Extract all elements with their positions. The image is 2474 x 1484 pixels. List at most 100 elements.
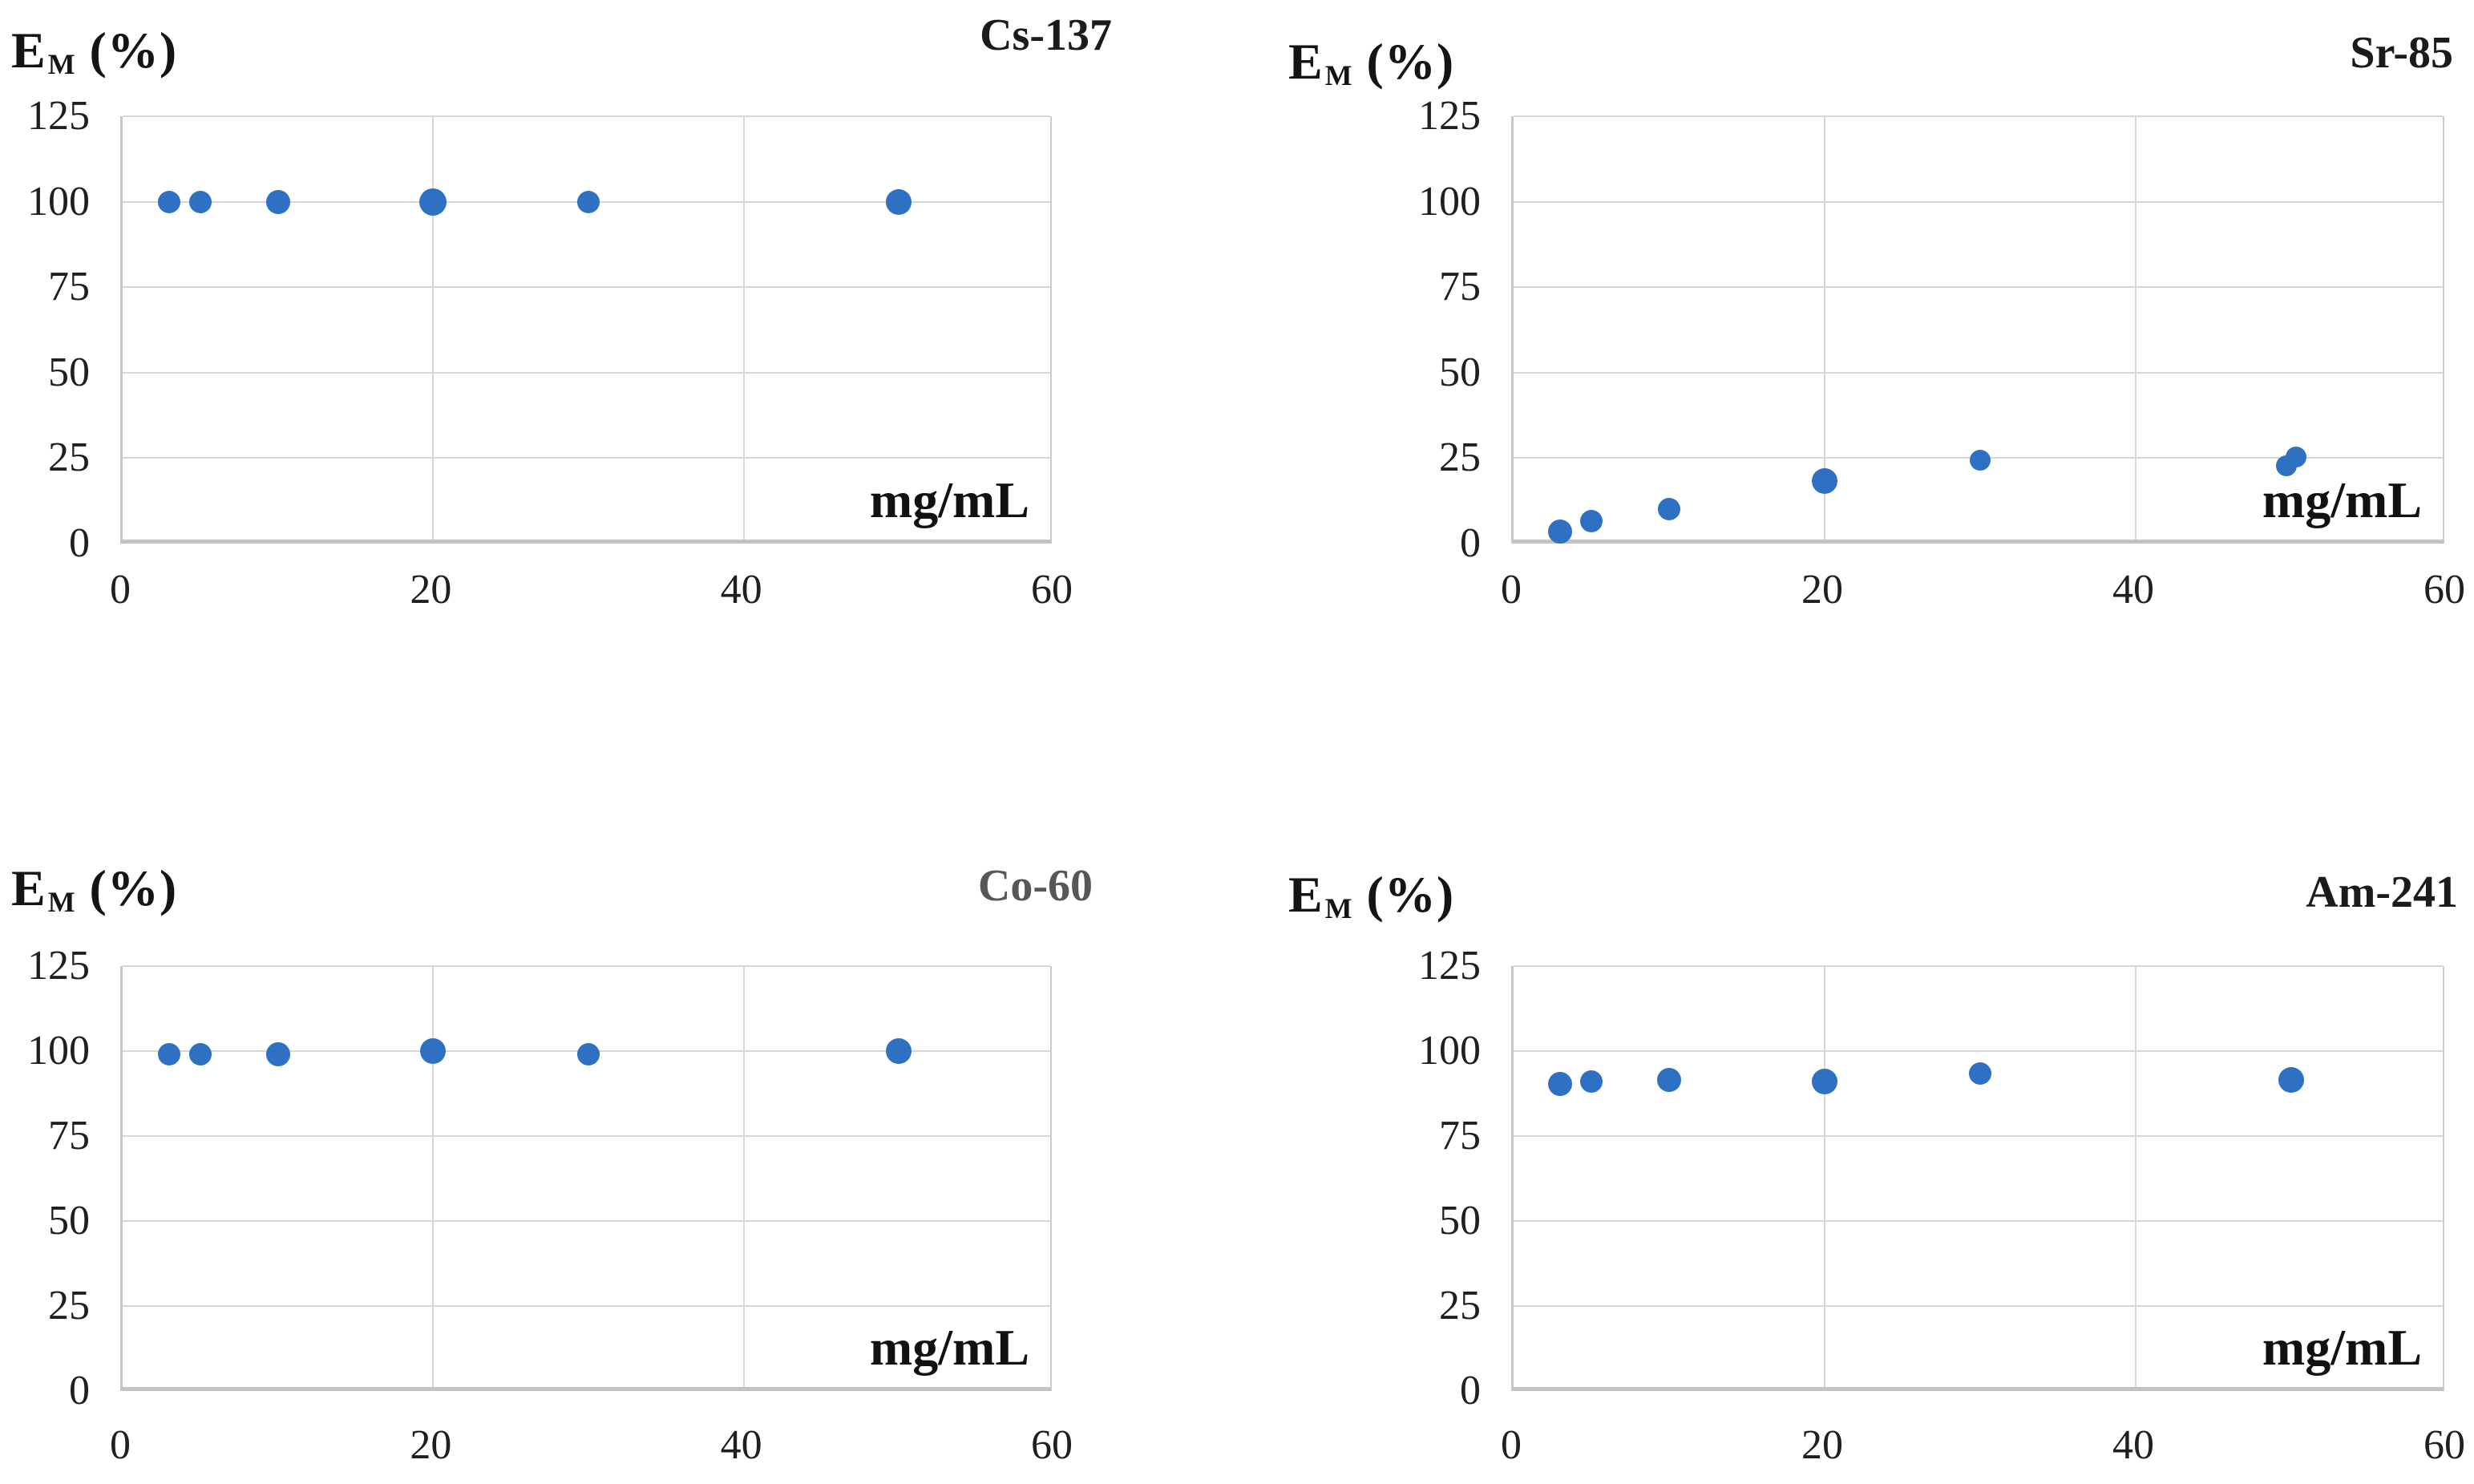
data-points-layer	[1514, 116, 2443, 544]
y-axis-label-unit: (%)	[1352, 33, 1455, 90]
x-tick-label: 40	[720, 567, 762, 613]
x-tick-label: 40	[2112, 567, 2154, 613]
y-axis-label-subscript: M	[1324, 892, 1353, 924]
gridline-horizontal	[123, 1135, 1050, 1137]
x-tick-label: 40	[720, 1422, 762, 1468]
y-tick-label: 25	[48, 435, 90, 481]
data-points-layer	[1514, 966, 2443, 1387]
y-axis-label-unit: (%)	[75, 22, 178, 79]
y-tick-label: 50	[1439, 349, 1481, 395]
data-points-layer	[123, 116, 1050, 540]
data-point	[188, 190, 212, 213]
panel-title: Co-60	[977, 861, 1093, 911]
gridline-horizontal	[123, 1220, 1050, 1222]
y-tick-label: 0	[1460, 520, 1481, 566]
data-point	[158, 190, 181, 213]
gridline-horizontal	[123, 115, 1050, 117]
y-tick-label: 25	[48, 1283, 90, 1328]
gridline-horizontal	[123, 1305, 1050, 1307]
y-tick-label: 25	[1439, 435, 1481, 481]
panel-title: Am-241	[2306, 867, 2458, 917]
data-point	[420, 1038, 447, 1064]
y-axis-label: EM (%)	[11, 21, 177, 81]
panel-title: Sr-85	[2350, 28, 2453, 78]
gridline-horizontal	[1514, 1135, 2443, 1137]
panel-cs-137: EM (%) Cs-137 mg/mL 0 25 50 75 100 125 0 20 40 60	[0, 0, 1237, 742]
y-tick-label: 125	[1418, 93, 1481, 139]
data-point	[2278, 1067, 2304, 1094]
data-point	[577, 1043, 600, 1066]
x-axis-unit-label: mg/mL	[869, 1319, 1029, 1376]
x-axis-unit-label: mg/mL	[2262, 1319, 2422, 1376]
data-point	[1970, 449, 1991, 471]
y-axis-label: EM (%)	[1288, 32, 1454, 92]
y-tick-label: 100	[1418, 1028, 1481, 1074]
y-tick-label: 0	[69, 520, 90, 566]
x-tick-label: 40	[2112, 1422, 2154, 1468]
panel-title: Cs-137	[980, 10, 1112, 60]
y-axis-label-base: E	[11, 859, 46, 916]
y-tick-label: 50	[48, 349, 90, 395]
gridline-horizontal	[1514, 371, 2443, 374]
y-axis-label: EM (%)	[1288, 865, 1454, 925]
y-tick-label: 100	[1418, 178, 1481, 224]
gridline-horizontal	[1514, 1050, 2443, 1052]
gridline-horizontal	[1514, 286, 2443, 289]
x-tick-label: 0	[1501, 567, 1522, 613]
y-axis-label-subscript: M	[47, 47, 76, 80]
gridline-vertical	[432, 966, 435, 1387]
x-tick-label: 20	[1801, 1422, 1843, 1468]
y-tick-label: 75	[48, 264, 90, 310]
data-point	[1548, 1072, 1573, 1097]
x-tick-label: 60	[1031, 567, 1073, 613]
x-tick-label: 0	[110, 567, 131, 613]
data-point	[577, 190, 600, 213]
gridline-vertical	[742, 966, 745, 1387]
y-tick-label: 100	[27, 1028, 90, 1074]
y-tick-label: 75	[48, 1113, 90, 1158]
x-tick-label: 20	[1801, 567, 1843, 613]
y-tick-label: 75	[1439, 264, 1481, 310]
data-point	[1812, 467, 1837, 494]
data-points-layer	[123, 966, 1050, 1387]
data-point	[886, 1038, 912, 1064]
x-tick-label: 60	[1031, 1422, 1073, 1468]
y-axis-label-base: E	[11, 22, 46, 79]
y-axis-label-subscript: M	[47, 885, 76, 918]
data-point	[2285, 447, 2306, 468]
data-point	[1969, 1061, 1991, 1085]
y-tick-label: 75	[1439, 1113, 1481, 1158]
panel-am-241: EM (%) Am-241 mg/mL 0 25 50 75 100 125 0 20 40 60	[1237, 742, 2474, 1484]
y-tick-label: 0	[69, 1368, 90, 1413]
plot-area: mg/mL	[120, 965, 1052, 1391]
gridline-vertical	[1824, 966, 1825, 1387]
data-point	[1580, 510, 1603, 533]
x-axis-unit-label: mg/mL	[869, 471, 1029, 528]
y-tick-label: 25	[1439, 1283, 1481, 1328]
data-point	[1812, 1069, 1837, 1095]
data-point	[1657, 1068, 1681, 1093]
y-axis-label-subscript: M	[1324, 59, 1353, 91]
y-tick-label: 125	[27, 943, 90, 989]
gridline-vertical	[2135, 966, 2136, 1387]
x-tick-label: 20	[410, 567, 452, 613]
y-axis-label: EM (%)	[11, 859, 177, 919]
gridline-horizontal	[1514, 965, 2443, 967]
x-tick-label: 20	[410, 1422, 452, 1468]
data-point	[265, 189, 290, 214]
panel-sr-85: EM (%) Sr-85 mg/mL 0 25 50 75 100 125 0 20 40 60	[1237, 0, 2474, 742]
gridline-horizontal	[1514, 200, 2443, 203]
x-tick-label: 0	[1501, 1422, 1522, 1468]
gridline-vertical	[2135, 116, 2136, 540]
data-point	[188, 1043, 212, 1066]
x-tick-label: 60	[2423, 1422, 2465, 1468]
gridline-horizontal	[1514, 1305, 2443, 1307]
y-tick-label: 100	[27, 178, 90, 224]
y-axis-label-unit: (%)	[1352, 866, 1455, 923]
data-point	[1658, 498, 1680, 521]
gridline-horizontal	[1514, 1220, 2443, 1222]
gridline-vertical	[1824, 116, 1825, 540]
gridline-horizontal	[123, 457, 1050, 459]
data-point	[1580, 1070, 1603, 1094]
